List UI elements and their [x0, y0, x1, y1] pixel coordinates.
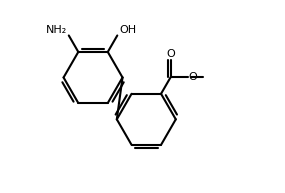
- Text: OH: OH: [119, 25, 136, 35]
- Text: O: O: [166, 49, 175, 59]
- Text: O: O: [188, 72, 197, 82]
- Text: NH₂: NH₂: [46, 25, 67, 35]
